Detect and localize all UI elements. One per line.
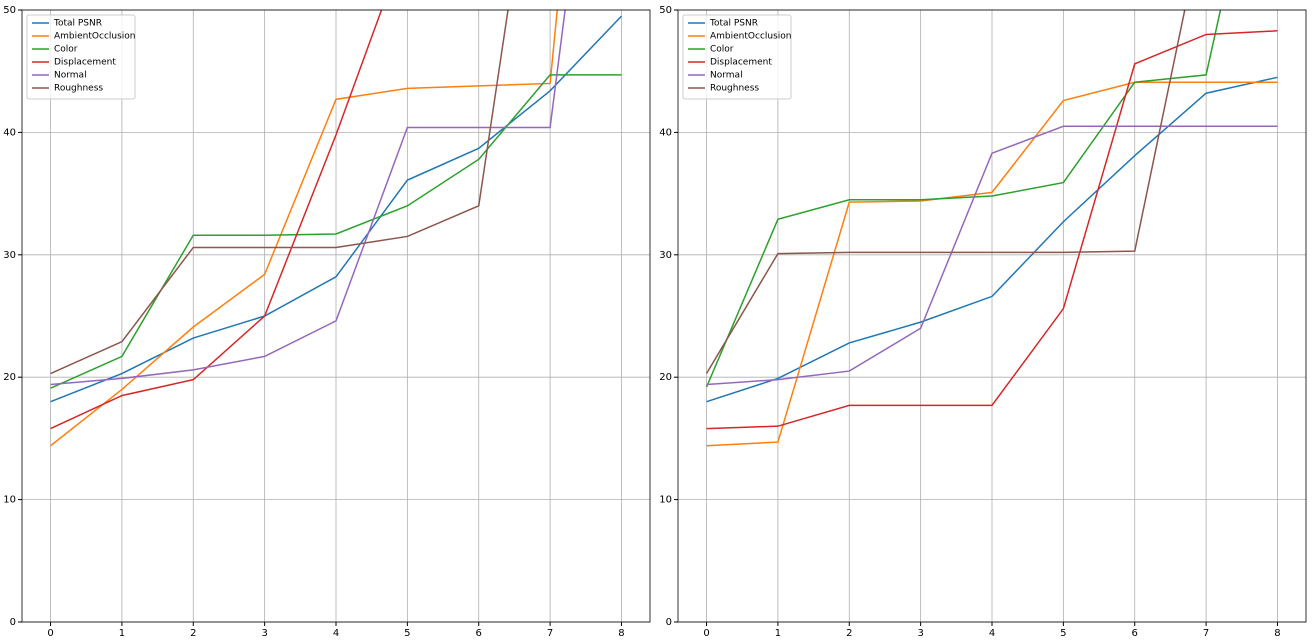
- lines: [705, 10, 1278, 447]
- legend-label: Normal: [710, 71, 743, 81]
- series-line: [705, 10, 1222, 388]
- x-tick-label: 3: [917, 628, 923, 639]
- y-tick-label: 10: [3, 495, 16, 506]
- x-tick-label: 6: [476, 628, 482, 639]
- series-line: [50, 10, 566, 386]
- legend-label: Displacement: [710, 58, 772, 68]
- x-tick-label: 8: [618, 628, 624, 639]
- y-tick-label: 30: [659, 250, 672, 261]
- y-tick-label: 40: [3, 127, 16, 138]
- axes: 0 1 2 3 4 5 6 7 8 0 10 20 30 40 50 Total PSNR AmbientOcc…: [3, 5, 651, 639]
- x-tick-label: 5: [1060, 628, 1066, 639]
- legend-label: Color: [710, 45, 734, 55]
- x-tick-label: 7: [547, 628, 553, 639]
- legend-label: Total PSNR: [53, 19, 102, 29]
- axes-frame: [677, 9, 1307, 623]
- x-tick-label: 1: [119, 628, 125, 639]
- y-tick-label: 40: [659, 127, 672, 138]
- axes-frame: [21, 9, 651, 623]
- x-tick-label: 6: [1132, 628, 1138, 639]
- y-tick-label: 30: [3, 250, 16, 261]
- series-line: [50, 15, 622, 403]
- series-line: [706, 81, 1278, 447]
- axes: 0 1 2 3 4 5 6 7 8 0 10 20 30 40 50 Total PSNR AmbientOcc…: [659, 5, 1307, 639]
- series-line: [706, 30, 1278, 430]
- y-tick-label: 50: [659, 5, 672, 16]
- x-tick-label: 8: [1274, 628, 1280, 639]
- x-tick-label: 0: [47, 628, 53, 639]
- series-line: [50, 10, 509, 375]
- legend-box: [26, 14, 136, 100]
- legend-label: Color: [54, 45, 78, 55]
- y-tick-label: 0: [10, 617, 16, 628]
- x-tick-label: 7: [1203, 628, 1209, 639]
- legend: Total PSNR AmbientOcclusion Color Displacem…: [26, 14, 136, 100]
- x-tick-label: 1: [775, 628, 781, 639]
- y-tick-label: 20: [659, 372, 672, 383]
- series-line: [50, 74, 622, 389]
- y-tick-label: 0: [666, 617, 672, 628]
- y-tick-label: 10: [659, 495, 672, 506]
- legend-label: Roughness: [54, 84, 103, 94]
- legend-label: Roughness: [710, 84, 759, 94]
- x-tick-label: 4: [333, 628, 339, 639]
- x-tick-label: 2: [846, 628, 852, 639]
- series-line: [706, 125, 1278, 386]
- legend-box: [682, 14, 792, 100]
- legend-label: AmbientOcclusion: [710, 32, 792, 42]
- x-tick-label: 2: [190, 628, 196, 639]
- series-line: [50, 10, 383, 430]
- lines: [50, 10, 622, 447]
- x-tick-label: 4: [989, 628, 995, 639]
- x-tick-label: 3: [261, 628, 267, 639]
- y-tick-label: 50: [3, 5, 16, 16]
- legend: Total PSNR AmbientOcclusion Color Displacem…: [682, 14, 792, 100]
- legend-label: AmbientOcclusion: [54, 32, 136, 42]
- series-line: [705, 10, 1186, 374]
- legend-label: Total PSNR: [709, 19, 758, 29]
- y-tick-label: 20: [3, 372, 16, 383]
- x-tick-label: 0: [703, 628, 709, 639]
- series-line: [706, 76, 1278, 403]
- series-line: [50, 10, 558, 447]
- legend-label: Normal: [54, 71, 87, 81]
- x-tick-label: 5: [404, 628, 410, 639]
- legend-label: Displacement: [54, 58, 116, 68]
